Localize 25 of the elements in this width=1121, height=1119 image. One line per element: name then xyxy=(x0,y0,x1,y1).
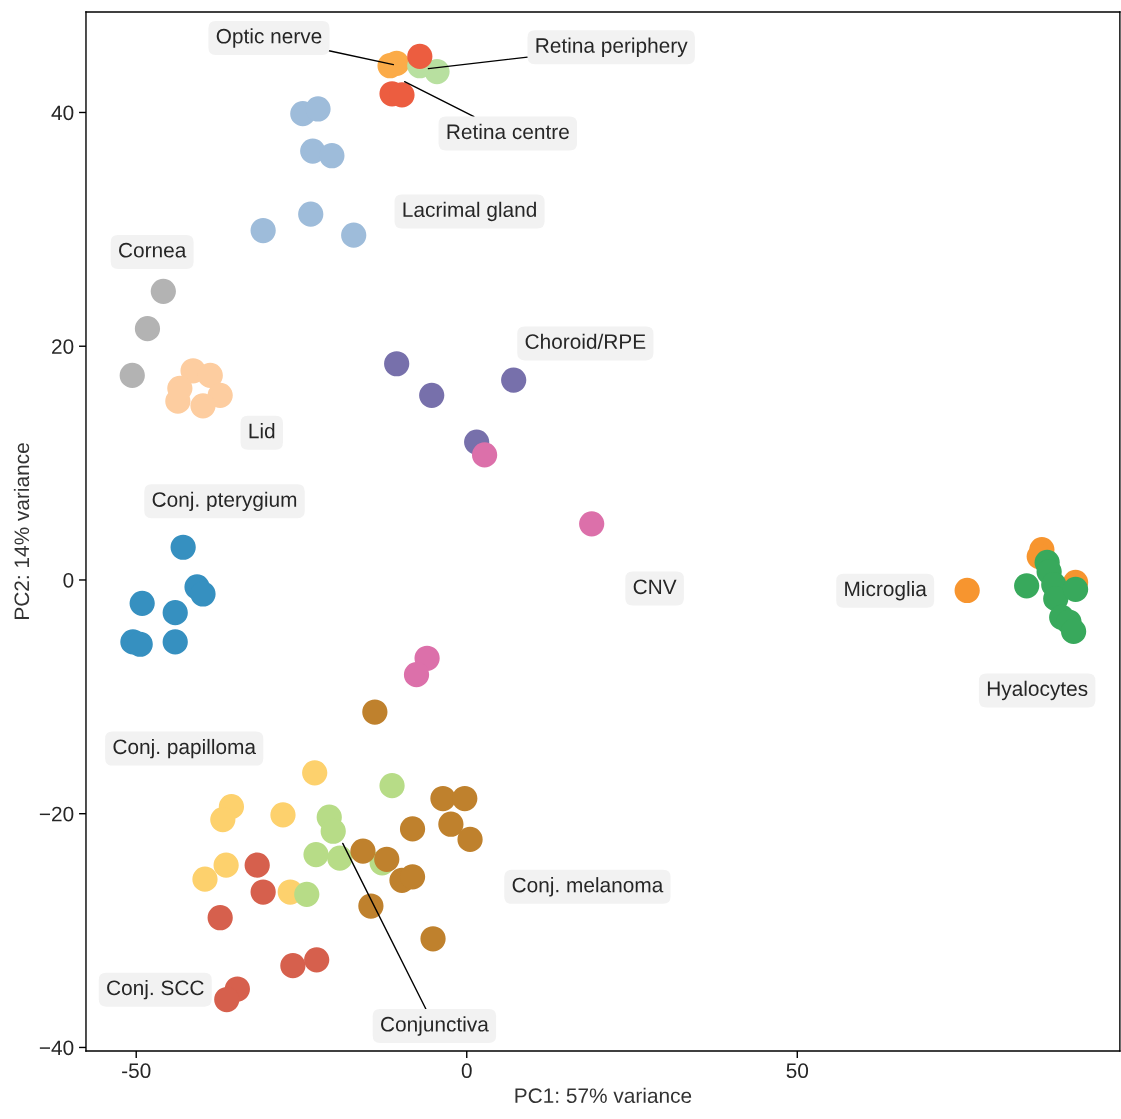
x-tick-label: 0 xyxy=(461,1063,472,1079)
text: Conj. papilloma xyxy=(113,738,256,759)
series-label: Microglia xyxy=(845,580,927,601)
series-label: Lacrimal gland xyxy=(403,201,536,222)
series-label: Choroid/RPE xyxy=(525,333,646,349)
series-label: Retina centre xyxy=(447,123,569,140)
y-tick-label: −40 xyxy=(39,1040,74,1056)
text: CNV xyxy=(633,579,677,595)
y-tick-label: 20 xyxy=(52,339,74,354)
series-label: Hyalocytes xyxy=(987,680,1088,701)
y-tick-label: 0 xyxy=(63,572,74,588)
x-tick-label: -50 xyxy=(122,1063,151,1079)
text: Conjunctiva xyxy=(381,1016,489,1036)
y-tick-label: 40 xyxy=(51,105,74,121)
series-label: Conj. pterygium xyxy=(152,491,297,512)
text: Retina periphery xyxy=(536,37,688,58)
y-tick-label: −20 xyxy=(39,806,74,822)
text: Optic nerve xyxy=(216,28,322,48)
series-label: Lid xyxy=(249,423,275,439)
series-label: Cornea xyxy=(119,242,187,258)
x-tick-label: 50 xyxy=(786,1063,809,1079)
y-axis-title: PC2: 14% variance xyxy=(13,443,30,619)
text: Conj. melanoma xyxy=(512,877,664,897)
series-label: Conj. SCC xyxy=(107,979,204,1000)
x-axis-title: PC1: 57% variance xyxy=(515,1087,692,1104)
